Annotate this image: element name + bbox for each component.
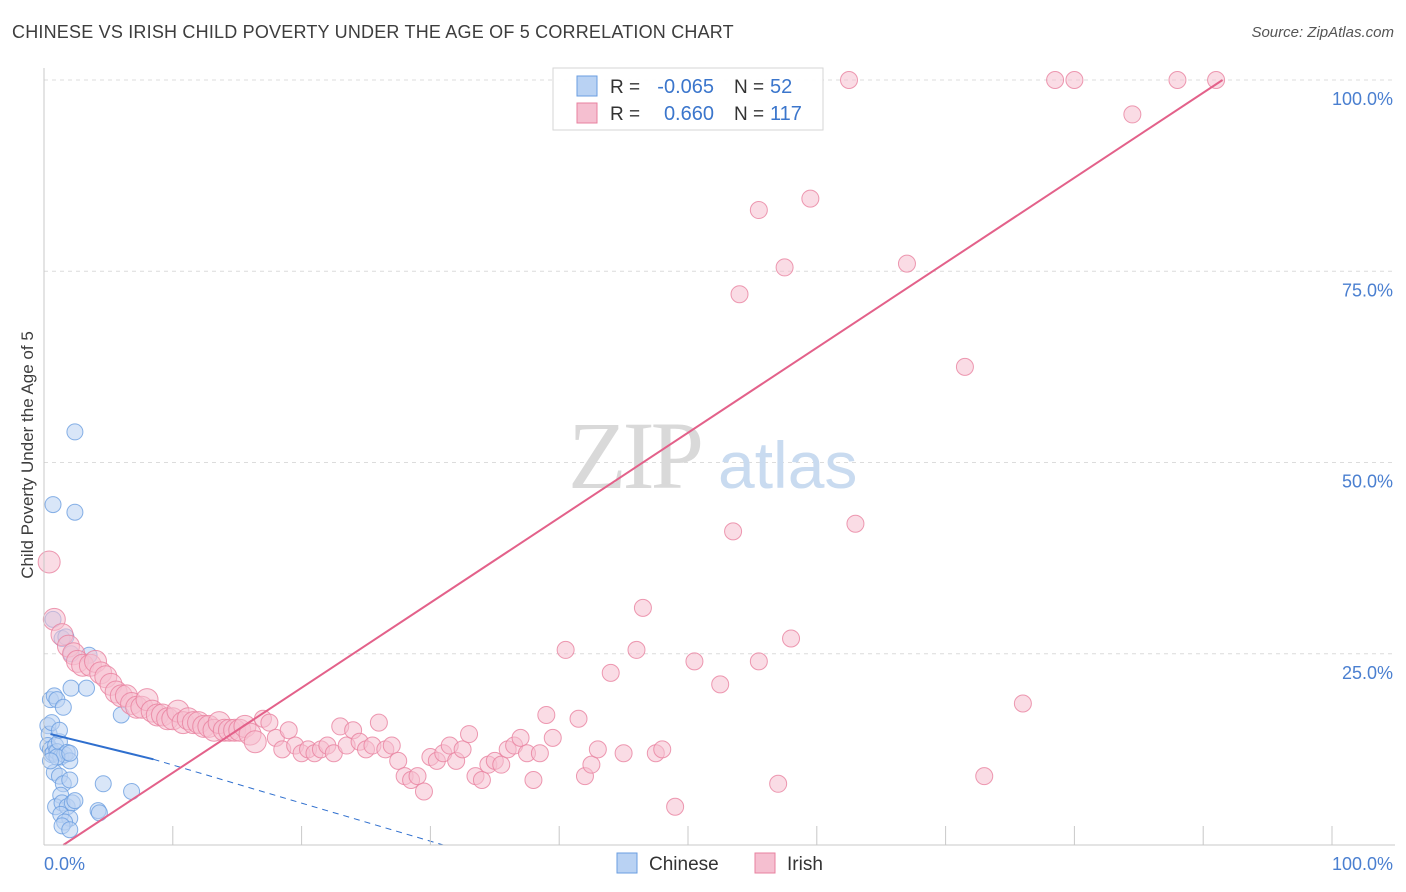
watermark-zip: ZIP: [568, 402, 701, 509]
chinese-point: [50, 721, 68, 739]
stats-legend-frame: [552, 67, 824, 131]
chinese-point: [62, 679, 80, 697]
y-tick-label: 50.0%: [1342, 472, 1393, 492]
irish-point: [1123, 105, 1142, 124]
irish-point: [543, 728, 562, 747]
irish-point: [260, 713, 279, 732]
irish-point: [556, 640, 575, 659]
irish-point: [37, 550, 61, 574]
irish-point: [633, 598, 652, 617]
stats-n-label: N =: [734, 77, 764, 98]
legend-swatch: [754, 852, 776, 874]
bottom-legend: Chinese Irish: [616, 852, 823, 875]
irish-point: [453, 740, 472, 759]
chart-title: CHINESE VS IRISH CHILD POVERTY UNDER THE…: [12, 22, 734, 42]
stats-r-label: R =: [610, 104, 640, 125]
legend-item-irish[interactable]: Irish: [754, 852, 823, 875]
irish-point: [897, 254, 916, 273]
chinese-trend-line: [50, 733, 154, 761]
irish-point: [492, 755, 511, 774]
irish-point: [588, 740, 607, 759]
irish-point: [369, 713, 388, 732]
stats-r-value: -0.065: [657, 76, 714, 98]
watermark-atlas: atlas: [718, 428, 857, 502]
irish-point: [685, 652, 704, 671]
stats-legend-swatch: [576, 75, 598, 97]
irish-point: [582, 755, 601, 774]
irish-point: [472, 770, 491, 789]
chinese-point: [54, 698, 72, 716]
irish-point: [955, 357, 974, 376]
irish-point: [627, 640, 646, 659]
stats-r-value: 0.660: [664, 103, 714, 125]
irish-point: [749, 201, 768, 220]
stats-n-value: 117: [770, 103, 802, 125]
irish-point: [279, 721, 298, 740]
irish-point: [1065, 71, 1084, 89]
irish-point: [1168, 71, 1187, 89]
trend-layer: [50, 79, 1224, 846]
stats-n-label: N =: [734, 104, 764, 125]
watermark: ZIP atlas: [568, 402, 857, 509]
irish-point: [769, 774, 788, 793]
legend-label: Chinese: [649, 854, 719, 875]
irish-point: [243, 730, 267, 754]
irish-point: [511, 728, 530, 747]
stats-legend-box: R = -0.065 N = 52 R = 0.660 N = 117: [552, 67, 824, 131]
irish-point: [666, 797, 685, 816]
irish-point: [801, 189, 820, 208]
y-axis-label: Child Poverty Under the Age of 5: [18, 331, 37, 579]
irish-point: [782, 629, 801, 648]
irish-point: [975, 767, 994, 786]
irish-point: [414, 782, 433, 801]
chinese-point: [66, 792, 84, 810]
irish-point: [537, 705, 556, 724]
chinese-point: [94, 775, 112, 793]
irish-point: [1046, 71, 1065, 89]
irish-point: [840, 71, 858, 89]
legend-label: Irish: [787, 854, 823, 875]
y-tick-label: 75.0%: [1342, 280, 1393, 300]
x-tick-label-min: 0.0%: [44, 854, 85, 874]
x-tick-label-max: 100.0%: [1332, 854, 1393, 874]
chinese-point: [61, 771, 79, 789]
chinese-point: [41, 752, 59, 770]
irish-point: [711, 675, 730, 694]
irish-point: [614, 744, 633, 763]
axis-layer: Child Poverty Under the Age of 5 25.0% 50.…: [18, 68, 1395, 874]
stats-legend-swatch: [576, 102, 598, 124]
irish-point: [524, 770, 543, 789]
irish-point: [460, 725, 479, 744]
source-credit: Source: ZipAtlas.com: [1251, 24, 1394, 41]
chinese-point: [78, 679, 96, 697]
stats-n-value: 52: [770, 76, 792, 98]
irish-point: [749, 652, 768, 671]
irish-point: [569, 709, 588, 728]
y-tick-label: 25.0%: [1342, 663, 1393, 683]
irish-point: [846, 514, 865, 533]
irish-point: [653, 740, 672, 759]
legend-item-chinese[interactable]: Chinese: [616, 852, 719, 875]
irish-point: [601, 663, 620, 682]
irish-point: [724, 522, 743, 541]
chinese-point: [66, 423, 84, 441]
irish-point: [1207, 71, 1226, 89]
stats-r-label: R =: [610, 77, 640, 98]
irish-trend-line: [62, 79, 1224, 846]
irish-point: [775, 258, 794, 277]
irish-point: [408, 767, 427, 786]
irish-point: [1013, 694, 1032, 713]
chinese-point: [66, 503, 84, 521]
chinese-point: [44, 496, 62, 514]
irish-point: [530, 744, 549, 763]
irish-point: [730, 285, 749, 304]
y-tick-label: 100.0%: [1332, 89, 1393, 109]
legend-swatch: [616, 852, 638, 874]
grid-layer: [44, 79, 1395, 655]
irish-point: [382, 736, 401, 755]
irish-point: [389, 751, 408, 770]
chinese-point: [61, 821, 79, 839]
chinese-point: [61, 744, 79, 762]
